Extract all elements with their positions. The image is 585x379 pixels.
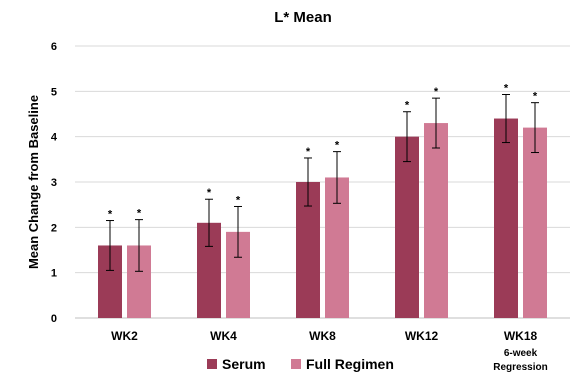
significance-mark: * [504,83,509,95]
legend-swatch [291,359,301,369]
y-tick-label: 1 [51,268,57,280]
y-tick-label: 2 [51,222,57,234]
x-tick-sublabel: 6-week [504,348,538,359]
legend: Serum Full Regimen [207,356,394,372]
legend-label: Full Regimen [306,356,394,372]
significance-mark: * [137,208,142,220]
x-axis-ticks: WK2 WK4 WK8 WK12 WK18 6-week Regression [111,329,548,373]
y-tick-label: 0 [51,313,57,325]
x-tick-label: WK4 [210,329,237,343]
bar [395,136,419,318]
legend-label: Serum [222,356,266,372]
significance-mark: * [533,91,538,103]
x-tick-sublabel: Regression [493,362,547,373]
legend-swatch [207,359,217,369]
significance-mark: * [335,140,340,152]
x-tick-label: WK8 [309,329,336,343]
y-tick-label: 5 [51,86,57,98]
y-axis-label: Mean Change from Baseline [26,95,41,269]
x-tick-label: WK18 [504,329,538,343]
bar [424,123,448,318]
bar [494,118,518,319]
bars: * * * * * * * * * * [98,83,547,319]
significance-mark: * [236,194,241,206]
significance-mark: * [207,187,212,199]
x-tick-label: WK12 [405,329,439,343]
significance-mark: * [405,100,410,112]
y-tick-label: 3 [51,177,57,189]
significance-mark: * [306,146,311,158]
significance-mark: * [434,86,439,98]
x-tick-label: WK2 [111,329,138,343]
significance-mark: * [108,209,113,221]
y-tick-label: 6 [51,41,57,53]
bar [523,127,547,318]
chart-title: L* Mean [274,9,332,26]
y-tick-label: 4 [51,132,58,144]
gridlines [75,45,570,319]
y-axis-ticks: 0 1 2 3 4 5 6 [51,41,58,325]
